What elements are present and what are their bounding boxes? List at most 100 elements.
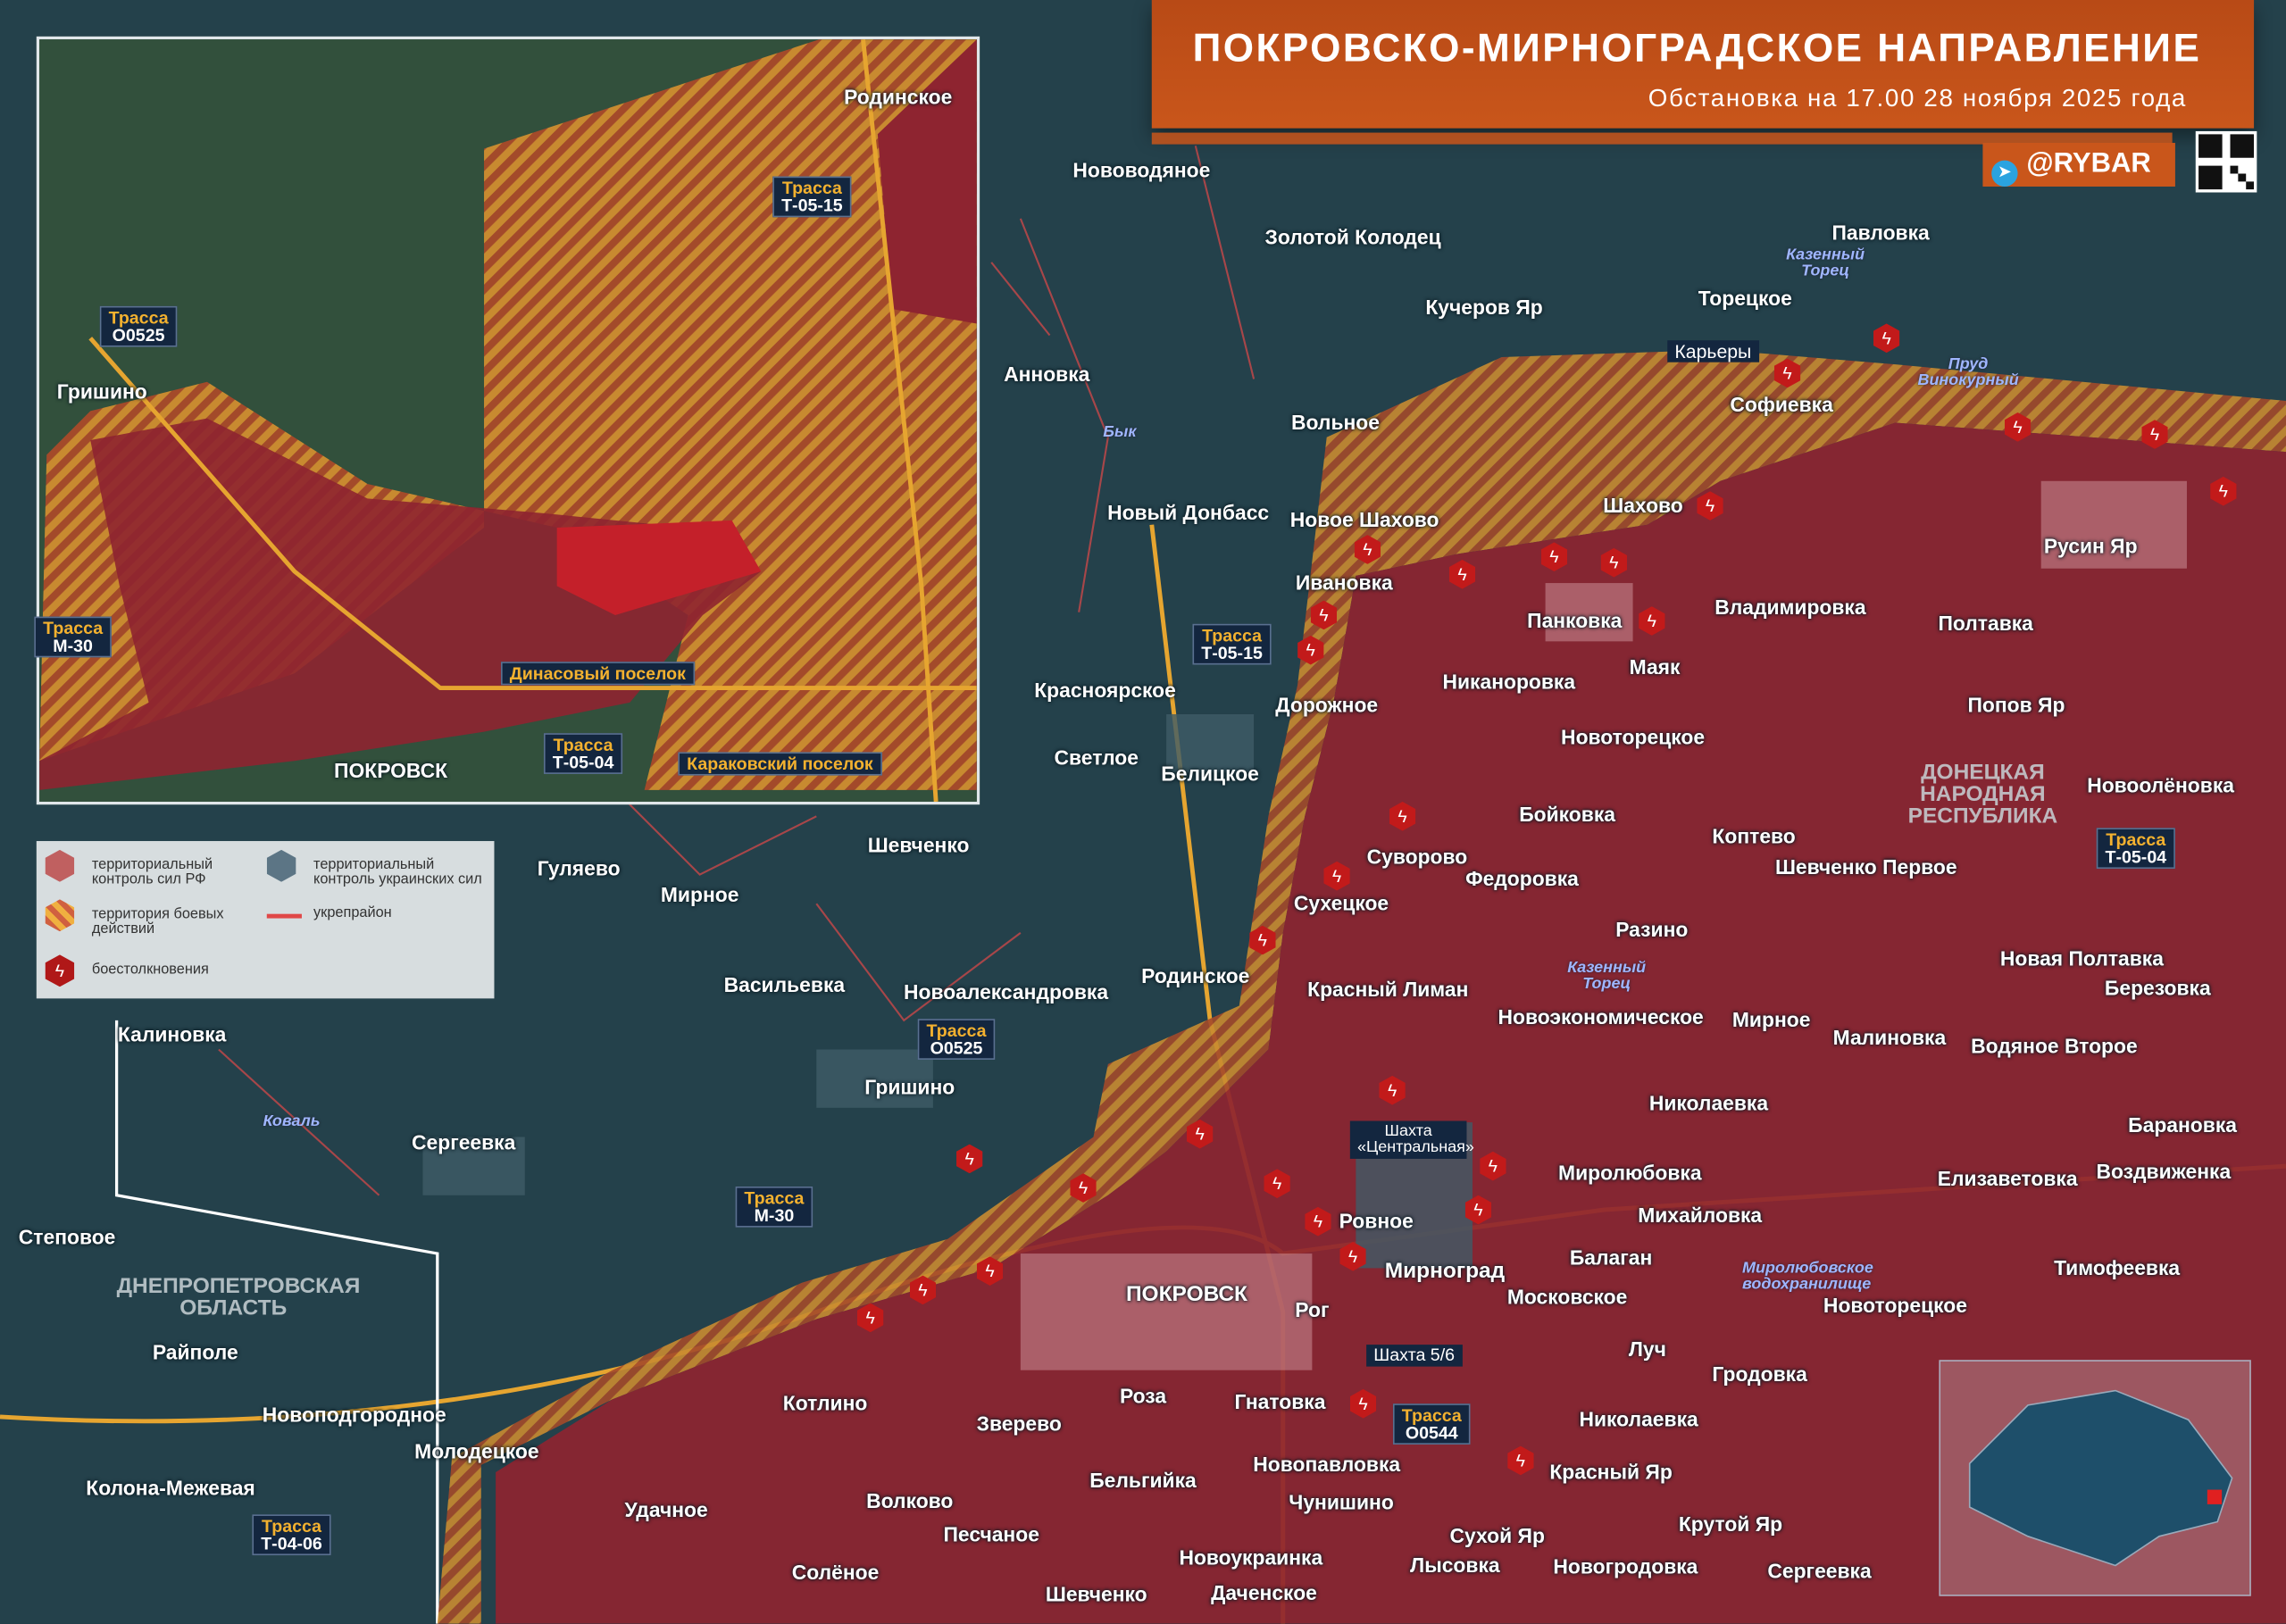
title-strip: [1151, 132, 2173, 145]
place-label: Михайловка: [1638, 1203, 1763, 1227]
place-label: Нововодяное: [1072, 158, 1211, 182]
combat-zone-icon: [45, 899, 75, 932]
title-banner: ПОКРОВСКО-МИРНОГРАДСКОЕ НАПРАВЛЕНИЕ Обст…: [1151, 0, 2255, 129]
place-label: Чунишино: [1289, 1490, 1394, 1514]
place-label: Ровное: [1339, 1209, 1414, 1233]
place-label: Водяное Второе: [1971, 1034, 2138, 1058]
place-label: Шевченко: [867, 833, 970, 857]
inset-route-label: Трасса Т-05-04: [543, 733, 623, 774]
route-label: Трасса Т-04-06: [252, 1514, 331, 1556]
place-label: Луч: [1628, 1337, 1666, 1362]
place-label: Ивановка: [1295, 570, 1393, 595]
inset-place-label: Гришино: [56, 379, 147, 404]
place-label: Волково: [866, 1488, 954, 1512]
clash-icon: ϟ: [1349, 1388, 1377, 1419]
place-label: Барановка: [2128, 1112, 2237, 1137]
water-label: Пруд Винокурный: [1917, 355, 2019, 389]
place-label: Елизаветовка: [1937, 1166, 2078, 1191]
water-label: Казенный Торец: [1786, 246, 1865, 280]
place-label: Калиновка: [117, 1022, 227, 1046]
place-label: Мирное: [1731, 1007, 1811, 1032]
route-code: О0525: [930, 1037, 983, 1059]
place-label: Котлино: [782, 1391, 868, 1415]
inset-route-label: Трасса О0525: [99, 305, 178, 347]
place-label: Дорожное: [1275, 693, 1379, 717]
place-label: Новый Донбасс: [1107, 500, 1270, 524]
inset-territory: [39, 39, 977, 802]
legend: территориальный контроль сил РФ территор…: [36, 841, 495, 999]
region-label-dnr: ДОНЕЦКАЯ НАРОДНАЯ РЕСПУБЛИКА: [1907, 760, 2058, 829]
route-prefix: Трасса: [1202, 625, 1263, 646]
place-label: Гнатовка: [1234, 1389, 1326, 1413]
route-label: Трасса Т-05-15: [1192, 623, 1272, 665]
qr-code: [2195, 130, 2257, 193]
place-label: Гришино: [864, 1075, 955, 1099]
place-label: Федоровка: [1465, 866, 1579, 890]
clash-icon: ϟ: [2141, 420, 2168, 449]
place-label: Красный Яр: [1549, 1460, 1673, 1484]
route-label: Трасса М-30: [735, 1186, 813, 1228]
route-code: М-30: [53, 635, 93, 656]
place-label: Новоторецкое: [1561, 725, 1706, 749]
place-label: Николаевка: [1648, 1091, 1769, 1115]
fortification-lines: [218, 146, 1256, 1196]
tag-label-mine-central: Шахта «Центральная»: [1349, 1120, 1474, 1159]
route-label: Трасса Т-05-04: [2096, 828, 2175, 870]
place-label: Белицкое: [1161, 762, 1259, 786]
route-label: Трасса О0544: [1392, 1403, 1471, 1445]
clash-icon: ϟ: [2004, 412, 2032, 442]
place-label: Коптево: [1712, 824, 1796, 848]
place-label: Крутой Яр: [1678, 1512, 1783, 1536]
oblast-border: [114, 1020, 439, 1624]
place-label: Кучеров Яр: [1425, 295, 1543, 319]
inset-tag-text: Динасовый поселок: [509, 662, 686, 684]
legend-label: территориальный контроль украинских сил: [313, 856, 482, 888]
handle-text: @RYBAR: [2026, 148, 2151, 179]
place-label: Воздвиженка: [2096, 1159, 2232, 1183]
place-label: Молодецкое: [414, 1439, 539, 1463]
route-prefix: Трасса: [553, 734, 613, 755]
place-label: Новопавловка: [1253, 1452, 1401, 1477]
place-label: Райполе: [152, 1340, 238, 1364]
place-label: Шахово: [1603, 493, 1683, 517]
place-label: Зверево: [976, 1412, 1062, 1436]
place-label: Никаноровка: [1442, 670, 1576, 694]
inset-city-label: ПОКРОВСК: [334, 758, 448, 782]
place-label: Новоподгородное: [262, 1403, 446, 1427]
ukraine-overview-minimap: [1939, 1360, 2251, 1596]
place-label: Новоолёновка: [2087, 773, 2234, 797]
place-label: Песчаное: [943, 1522, 1039, 1546]
clash-icon: ϟ: [1540, 542, 1568, 571]
place-label: Суворово: [1366, 845, 1468, 869]
fortification-line-icon: [266, 913, 302, 919]
place-label: Сухецкое: [1293, 891, 1389, 915]
russian-settlements: [1020, 480, 2187, 1370]
place-label: Вольное: [1291, 410, 1380, 434]
route-prefix: Трасса: [744, 1187, 805, 1209]
water-label: Бык: [1103, 423, 1137, 441]
inset-tag-label: Динасовый поселок: [501, 662, 695, 686]
place-label: Родинское: [1141, 963, 1250, 988]
telegram-icon: ➤: [1991, 160, 2018, 187]
route-prefix: Трасса: [108, 307, 169, 329]
route-code: Т-04-06: [261, 1533, 322, 1554]
place-label: Гродовка: [1712, 1362, 1807, 1386]
route-prefix: Трасса: [262, 1515, 322, 1537]
place-label: Новоторецкое: [1823, 1293, 1967, 1318]
telegram-handle[interactable]: ➤ @RYBAR: [1982, 142, 2175, 187]
place-label: Бельгийка: [1089, 1468, 1197, 1493]
legend-label: боестолкновения: [91, 962, 209, 979]
place-label: Московское: [1506, 1285, 1628, 1309]
place-label: Даченское: [1211, 1580, 1317, 1604]
place-label: Красный Лиман: [1307, 977, 1469, 1001]
place-label: Колона-Межевая: [86, 1476, 255, 1500]
place-label: Новая Полтавка: [1999, 946, 2164, 970]
legend-label: территория боевых действий: [91, 906, 224, 937]
place-label: Миролюбовка: [1558, 1161, 1702, 1185]
place-label: Роза: [1119, 1384, 1167, 1408]
route-label: Трасса О0525: [917, 1019, 996, 1060]
route-prefix: Трасса: [1401, 1404, 1462, 1426]
place-label: Золотой Колодец: [1264, 225, 1441, 249]
place-label: Красноярское: [1034, 678, 1176, 703]
place-label: Полтавка: [1938, 611, 2033, 636]
